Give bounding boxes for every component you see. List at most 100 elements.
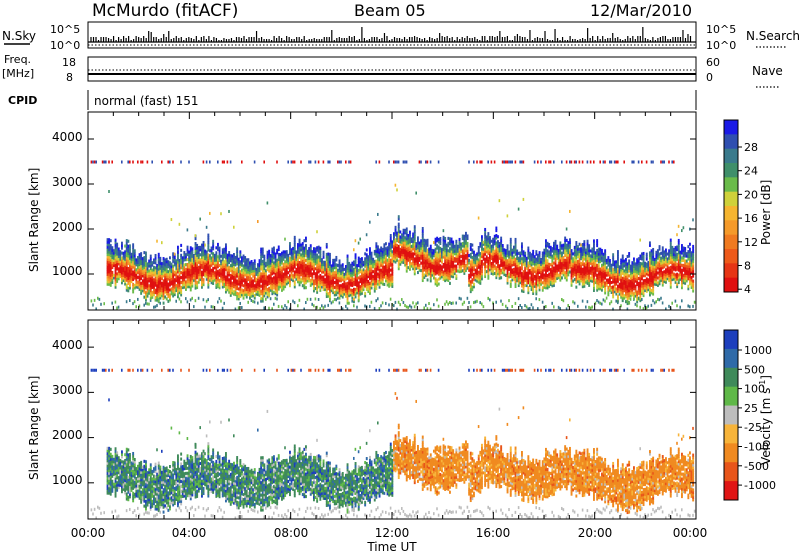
power-cell: [457, 244, 459, 248]
power-cell: [498, 276, 501, 280]
power-cell: [130, 257, 133, 261]
power-cell: [167, 294, 170, 298]
power-cell: [225, 255, 227, 259]
power-cell: [143, 251, 146, 255]
power-cell: [545, 256, 547, 260]
power-cell: [380, 248, 383, 253]
power-cell: [569, 253, 571, 257]
power-cell: [258, 274, 261, 278]
power-cell: [578, 160, 581, 164]
power-cell: [484, 247, 487, 251]
power-cell: [532, 286, 535, 291]
power-cell: [545, 264, 547, 268]
power-cell: [154, 305, 157, 309]
power-cell: [439, 271, 442, 275]
power-cell: [509, 257, 512, 261]
power-cell: [223, 272, 226, 276]
power-cell: [340, 284, 343, 288]
power-cell: [298, 275, 301, 279]
power-cell: [314, 247, 317, 251]
power-cell: [237, 280, 240, 284]
power-cell: [562, 256, 565, 260]
power-cell: [577, 272, 579, 276]
power-cell: [375, 242, 378, 246]
power-cell: [287, 258, 290, 262]
power-cell: [113, 256, 115, 260]
power-cell: [580, 274, 583, 278]
power-cell: [426, 273, 429, 277]
power-cell: [189, 268, 192, 272]
power-cell: [210, 305, 213, 309]
power-cell: [452, 265, 455, 269]
power-cell: [370, 300, 373, 304]
power-cell: [153, 273, 155, 277]
power-cell: [124, 270, 127, 274]
power-cell: [468, 273, 471, 277]
power-cell: [244, 263, 247, 267]
power-cell: [420, 254, 423, 258]
power-cell: [417, 266, 419, 270]
power-cell: [159, 259, 162, 263]
power-cell: [551, 266, 554, 270]
power-cell: [418, 243, 421, 248]
power-cell: [217, 260, 219, 264]
power-cell: [177, 245, 179, 249]
power-cell: [319, 273, 322, 278]
power-cell: [540, 270, 543, 274]
power-cell: [109, 273, 112, 277]
power-cell: [282, 275, 285, 279]
power-cell: [141, 257, 144, 261]
power-cell: [524, 273, 527, 278]
power-cell: [154, 276, 157, 280]
power-cell: [226, 253, 229, 257]
power-cell: [455, 244, 458, 248]
power-cell: [183, 278, 186, 282]
power-cell: [492, 260, 495, 264]
power-cell: [298, 256, 301, 260]
power-cell: [519, 278, 522, 282]
power-cell: [327, 257, 330, 261]
power-cell: [522, 272, 525, 276]
power-cell: [453, 267, 456, 271]
power-cell: [308, 269, 311, 273]
power-cell: [484, 260, 487, 264]
power-cell: [553, 276, 555, 280]
power-cell: [180, 160, 182, 164]
power-cell: [389, 297, 392, 301]
power-cell: [201, 258, 203, 262]
power-cell: [242, 296, 245, 300]
power-cell: [465, 264, 467, 268]
power-cell: [541, 276, 544, 280]
power-cell: [353, 272, 355, 276]
power-cell: [365, 273, 368, 277]
power-cell: [418, 268, 421, 272]
power-cell: [329, 275, 331, 279]
power-cell: [269, 297, 272, 301]
power-cell: [473, 272, 475, 276]
power-cell: [207, 233, 210, 237]
power-cell: [447, 236, 450, 240]
power-cell: [122, 266, 125, 270]
power-cell: [205, 160, 208, 164]
power-cell: [514, 275, 517, 279]
power-cell: [521, 252, 523, 256]
power-cell: [481, 259, 483, 264]
power-cell: [404, 160, 406, 164]
power-cell: [257, 270, 259, 274]
power-cell: [369, 284, 371, 288]
power-cell: [439, 254, 442, 258]
power-cell: [517, 207, 520, 211]
power-cell: [487, 274, 490, 278]
power-cell: [153, 260, 155, 265]
power-cell: [357, 268, 360, 273]
power-cell: [109, 256, 112, 260]
power-cell: [357, 283, 360, 287]
power-cell: [476, 259, 479, 263]
power-cell: [583, 274, 586, 278]
power-cell: [436, 256, 439, 260]
power-cell: [469, 275, 472, 279]
power-cell: [114, 278, 117, 282]
power-cell: [369, 267, 371, 271]
power-cell: [229, 273, 232, 278]
power-cell: [277, 265, 280, 269]
